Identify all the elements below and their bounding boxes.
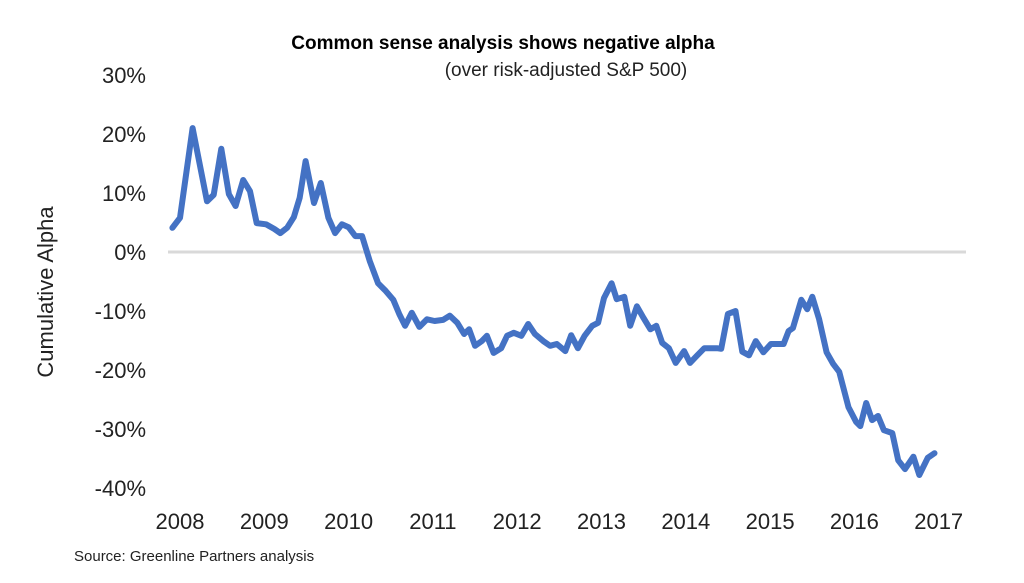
y-tick-label: 0% [114, 240, 146, 265]
y-tick-label: 10% [102, 181, 146, 206]
y-tick-label: 20% [102, 122, 146, 147]
y-tick-label: -20% [95, 358, 146, 383]
y-axis-label: Cumulative Alpha [33, 206, 58, 378]
y-tick-label: 30% [102, 63, 146, 88]
x-axis-ticks: 2008 2009 2010 2011 2012 2013 2014 2015 2016 2017 [156, 509, 964, 534]
source-note: Source: Greenline Partners analysis [74, 548, 315, 565]
x-tick-label: 2008 [156, 509, 205, 534]
x-tick-label: 2013 [577, 509, 626, 534]
x-tick-label: 2010 [324, 509, 373, 534]
x-tick-label: 2014 [661, 509, 710, 534]
y-tick-label: -30% [95, 417, 146, 442]
x-tick-label: 2011 [409, 509, 456, 534]
x-tick-label: 2016 [830, 509, 879, 534]
x-tick-label: 2012 [493, 509, 542, 534]
chart-subtitle: (over risk-adjusted S&P 500) [445, 60, 688, 81]
x-tick-label: 2015 [746, 509, 795, 534]
x-tick-label: 2017 [914, 509, 963, 534]
y-tick-label: -40% [95, 476, 146, 501]
y-axis-ticks: 30% 20% 10% 0% -10% -20% -30% -40% [95, 63, 146, 501]
chart-title: Common sense analysis shows negative alp… [291, 33, 715, 54]
y-tick-label: -10% [95, 299, 146, 324]
series-line-cumulative-alpha [169, 125, 938, 478]
x-tick-label: 2009 [240, 509, 289, 534]
